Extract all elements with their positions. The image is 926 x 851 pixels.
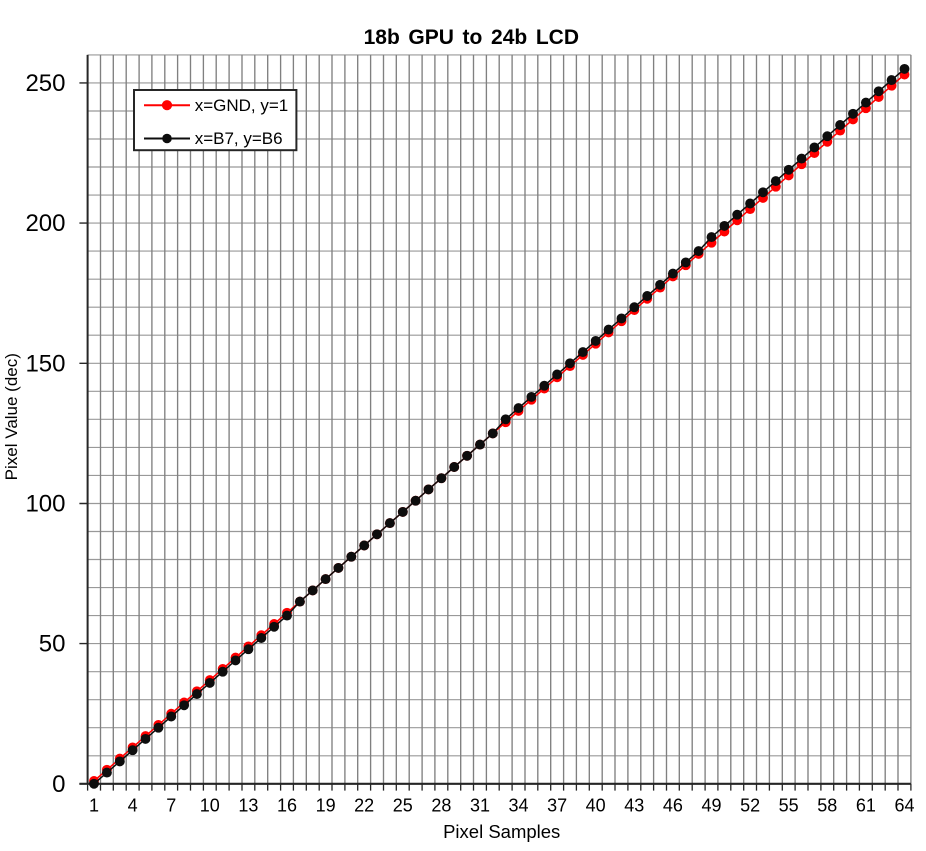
svg-text:49: 49 [701, 796, 721, 816]
svg-text:58: 58 [817, 796, 837, 816]
svg-text:40: 40 [586, 796, 606, 816]
svg-text:37: 37 [547, 796, 567, 816]
svg-text:52: 52 [740, 796, 760, 816]
svg-text:4: 4 [128, 796, 138, 816]
svg-text:Pixel Value (dec): Pixel Value (dec) [2, 353, 21, 480]
svg-text:10: 10 [200, 796, 220, 816]
svg-text:34: 34 [508, 796, 528, 816]
svg-text:64: 64 [894, 796, 914, 816]
svg-text:1: 1 [89, 796, 99, 816]
svg-text:55: 55 [779, 796, 799, 816]
svg-text:46: 46 [663, 796, 683, 816]
svg-text:150: 150 [25, 350, 65, 377]
svg-text:16: 16 [277, 796, 297, 816]
svg-text:x=B7, y=B6: x=B7, y=B6 [195, 129, 283, 148]
svg-text:7: 7 [166, 796, 176, 816]
svg-text:43: 43 [624, 796, 644, 816]
svg-text:250: 250 [25, 70, 65, 97]
svg-text:19: 19 [316, 796, 336, 816]
svg-text:28: 28 [431, 796, 451, 816]
svg-text:x=GND, y=1: x=GND, y=1 [195, 96, 289, 115]
svg-text:18b GPU to 24b LCD: 18b GPU to 24b LCD [364, 26, 579, 49]
svg-text:22: 22 [354, 796, 374, 816]
svg-text:31: 31 [470, 796, 490, 816]
svg-text:100: 100 [25, 491, 65, 518]
svg-text:Pixel Samples: Pixel Samples [443, 821, 560, 842]
svg-text:25: 25 [393, 796, 413, 816]
svg-text:0: 0 [52, 771, 65, 798]
svg-text:200: 200 [25, 210, 65, 237]
svg-text:61: 61 [856, 796, 876, 816]
svg-text:13: 13 [238, 796, 258, 816]
svg-text:50: 50 [39, 631, 66, 658]
